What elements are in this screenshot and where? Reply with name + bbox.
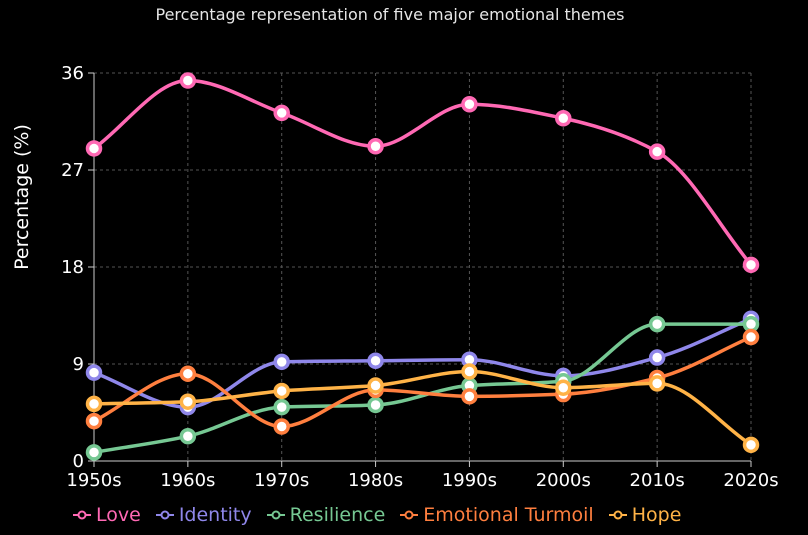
legend-item-love[interactable]: Love (72, 504, 141, 526)
data-point-hope (273, 382, 290, 400)
legend-item-emotional-turmoil[interactable]: Emotional Turmoil (399, 504, 594, 526)
data-point-hope (85, 395, 103, 413)
legend-swatch-icon (73, 510, 91, 520)
x-tick-label: 1950s (66, 470, 121, 491)
legend-swatch-icon (266, 510, 285, 520)
data-point-identity (85, 364, 103, 381)
data-point-emotional-turmoil (85, 412, 103, 430)
ticks: 0 9 18 27 36 1950s 1960s 1970s 1980s 1990s 2000s 20… (61, 63, 779, 491)
data-point-emotional-turmoil (273, 418, 290, 435)
data-point-identity (367, 352, 384, 370)
data-point-love (85, 140, 103, 157)
legend: Love Identity Resilience Emotional Turmoil H… (72, 504, 681, 526)
data-point-hope (648, 375, 666, 392)
y-tick-label: 27 (61, 160, 84, 181)
x-tick-label: 1960s (160, 470, 215, 491)
legend-label: Hope (631, 504, 682, 526)
data-point-hope (742, 436, 760, 454)
data-point-hope (461, 363, 478, 380)
legend-swatch-icon (155, 510, 174, 520)
data-point-love (555, 110, 572, 127)
data-point-identity (273, 353, 290, 371)
data-point-emotional-turmoil (742, 328, 760, 346)
data-point-love (648, 143, 666, 160)
data-point-resilience (742, 315, 760, 333)
legend-swatch-icon (608, 510, 627, 520)
grid (94, 72, 752, 461)
data-point-emotional-turmoil (461, 388, 478, 405)
legend-label: Love (96, 504, 141, 526)
y-tick-label: 0 (73, 451, 84, 472)
data-point-hope (179, 393, 197, 410)
legend-item-hope[interactable]: Hope (608, 504, 682, 526)
series-line-love (92, 78, 753, 266)
data-point-resilience (648, 315, 666, 333)
legend-swatch-icon (400, 510, 419, 520)
x-tick-label: 2020s (723, 470, 778, 491)
x-tick-label: 2000s (536, 470, 591, 491)
data-point-love (179, 72, 197, 89)
data-point-hope (367, 377, 384, 394)
data-point-identity (648, 349, 666, 366)
data-point-love (273, 104, 290, 122)
x-tick-label: 2010s (630, 470, 685, 491)
data-point-resilience (367, 396, 384, 414)
y-tick-label: 36 (61, 63, 84, 84)
data-point-hope (555, 379, 572, 396)
series-points (85, 72, 760, 461)
data-point-resilience (85, 444, 103, 461)
x-tick-label: 1970s (254, 470, 309, 491)
data-point-love (461, 96, 478, 113)
data-point-resilience (179, 427, 197, 445)
y-tick-label: 9 (73, 354, 84, 375)
x-tick-label: 1980s (348, 470, 403, 491)
y-axis-label: Percentage (%) (11, 124, 33, 270)
data-point-love (742, 256, 760, 274)
y-tick-label: 18 (61, 257, 84, 278)
legend-label: Emotional Turmoil (423, 504, 594, 526)
legend-label: Identity (178, 504, 252, 526)
legend-item-resilience[interactable]: Resilience (266, 504, 386, 526)
data-point-emotional-turmoil (179, 365, 197, 382)
data-point-resilience (273, 398, 290, 416)
chart-title: Percentage representation of five major … (155, 5, 624, 24)
data-point-love (367, 138, 384, 155)
legend-item-identity[interactable]: Identity (155, 504, 252, 526)
legend-label: Resilience (289, 504, 386, 526)
x-tick-label: 1990s (442, 470, 497, 491)
